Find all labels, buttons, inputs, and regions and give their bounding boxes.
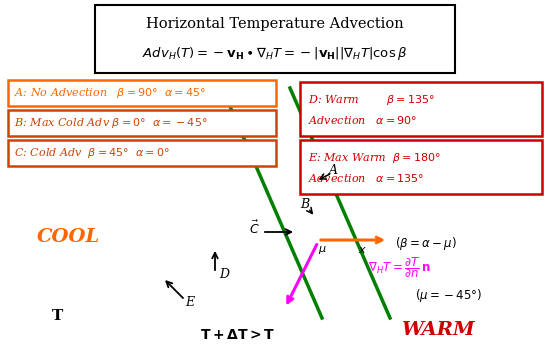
Text: $\mathbf{T + \Delta T > T}$: $\mathbf{T + \Delta T > T}$	[200, 328, 276, 342]
Text: $\nabla_H T = \dfrac{\partial T}{\partial n}\,\mathbf{n}$: $\nabla_H T = \dfrac{\partial T}{\partia…	[368, 256, 431, 280]
Text: B: B	[300, 199, 310, 211]
Text: Horizontal Temperature Advection: Horizontal Temperature Advection	[146, 17, 404, 31]
Text: A: A	[328, 164, 338, 176]
Text: $\mathit{Adv}_H(T) = -\mathbf{v_H} \bullet \nabla_H T = -|\mathbf{v_H}||\nabla_H: $\mathit{Adv}_H(T) = -\mathbf{v_H} \bull…	[142, 46, 408, 63]
Text: E: E	[185, 297, 194, 310]
Text: C: Cold Adv  $\beta=45°$  $\alpha=0°$: C: Cold Adv $\beta=45°$ $\alpha=0°$	[14, 146, 170, 160]
Text: T: T	[52, 309, 64, 323]
FancyBboxPatch shape	[8, 140, 276, 166]
Text: Advection   $\alpha=135°$: Advection $\alpha=135°$	[308, 172, 424, 184]
FancyBboxPatch shape	[8, 110, 276, 136]
Text: E: Max Warm  $\beta=180°$: E: Max Warm $\beta=180°$	[308, 151, 441, 165]
Text: $\vec{C}$: $\vec{C}$	[249, 219, 260, 237]
Text: $(\beta = \alpha - \mu)$: $(\beta = \alpha - \mu)$	[395, 235, 456, 252]
FancyBboxPatch shape	[95, 5, 455, 73]
Text: COOL: COOL	[36, 228, 100, 246]
FancyBboxPatch shape	[300, 140, 542, 194]
Text: $(\mu = -45°)$: $(\mu = -45°)$	[415, 286, 482, 303]
FancyBboxPatch shape	[300, 82, 542, 136]
Text: A: No Advection   $\beta=90°$  $\alpha=45°$: A: No Advection $\beta=90°$ $\alpha=45°$	[14, 86, 206, 100]
Text: D: Warm        $\beta=135°$: D: Warm $\beta=135°$	[308, 93, 435, 107]
Text: B: Max Cold Adv $\beta=0°$  $\alpha=-45°$: B: Max Cold Adv $\beta=0°$ $\alpha=-45°$	[14, 116, 208, 130]
Text: WARM: WARM	[401, 321, 475, 339]
Text: $\mu$: $\mu$	[318, 244, 326, 256]
Text: D: D	[219, 268, 229, 282]
Text: Advection   $\alpha=90°$: Advection $\alpha=90°$	[308, 114, 417, 126]
Text: $x$: $x$	[358, 245, 366, 255]
FancyBboxPatch shape	[8, 80, 276, 106]
